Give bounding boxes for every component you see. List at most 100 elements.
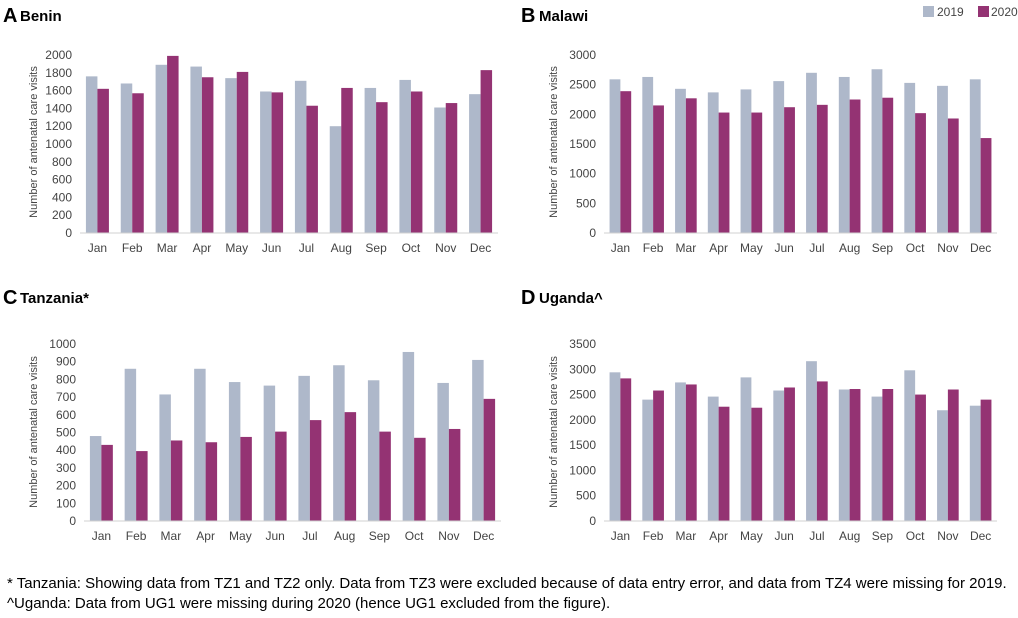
x-tick-label-tanzania: Nov — [438, 529, 459, 543]
plot-uganda: 0 500 1000 1500 2000 2500 3000 3500 Jan Feb Mar Apr… — [569, 337, 997, 543]
bar-tanzania-2020-dec — [483, 398, 496, 521]
bar-tanzania-2020-oct — [414, 437, 426, 521]
x-tick-label-uganda: Apr — [709, 529, 728, 543]
bar-benin-2019-sep — [364, 87, 377, 234]
y-tick-label-benin: 600 — [52, 173, 72, 187]
bar-malawi-2020-jun — [784, 107, 795, 233]
bar-malawi-2020-apr — [718, 112, 730, 233]
bar-tanzania-2019-aug — [333, 365, 345, 521]
x-tick-label-benin: Sep — [365, 241, 387, 255]
bar-tanzania-2019-sep — [367, 380, 380, 521]
y-tick-label-benin: 1200 — [45, 119, 72, 133]
x-tick-label-benin: May — [225, 241, 248, 255]
legend-swatch-2019 — [923, 6, 934, 17]
bar-uganda-2020-apr — [718, 406, 730, 521]
bar-uganda-2020-nov — [947, 389, 959, 521]
x-tick-label-benin: Jan — [88, 241, 107, 255]
y-axis-label-uganda: Number of antenatal care visits — [548, 356, 560, 508]
x-tick-label-tanzania: Feb — [126, 529, 147, 543]
bar-uganda-2019-jan — [609, 372, 621, 521]
y-tick-label-uganda: 2500 — [569, 388, 596, 402]
x-tick-label-uganda: Jul — [809, 529, 824, 543]
x-tick-label-tanzania: Apr — [196, 529, 215, 543]
y-tick-label-tanzania: 600 — [56, 408, 76, 422]
y-tick-label-benin: 0 — [65, 226, 72, 240]
bar-tanzania-2020-apr — [205, 442, 218, 521]
legend-label-2019: 2019 — [937, 5, 964, 19]
bar-tanzania-2019-dec — [472, 359, 484, 521]
panel-title-benin: Benin — [20, 8, 62, 25]
bar-uganda-2019-mar — [675, 382, 686, 521]
bar-tanzania-2020-mar — [170, 440, 183, 521]
bar-benin-2019-dec — [469, 94, 481, 233]
x-tick-label-uganda: Oct — [906, 529, 925, 543]
bar-benin-2020-jul — [306, 105, 318, 233]
y-tick-label-malawi: 500 — [576, 196, 596, 210]
panel-uganda: D Uganda^ Number of antenatal care visit… — [521, 287, 997, 543]
bar-benin-2020-may — [236, 71, 249, 233]
figure: 2019 2020 A Benin Number of antenatal ca… — [3, 5, 1018, 543]
x-tick-label-uganda: Mar — [676, 529, 697, 543]
bar-uganda-2019-feb — [642, 399, 654, 521]
x-tick-label-tanzania: Sep — [369, 529, 391, 543]
x-tick-label-malawi: May — [740, 241, 763, 255]
legend-label-2020: 2020 — [991, 5, 1018, 19]
bar-uganda-2019-nov — [937, 410, 948, 521]
panel-letter-c: C — [3, 287, 17, 309]
x-tick-label-benin: Dec — [470, 241, 491, 255]
bar-benin-2019-jan — [85, 76, 98, 233]
bar-uganda-2020-jan — [620, 378, 632, 521]
bar-malawi-2019-aug — [838, 76, 850, 233]
bar-malawi-2020-nov — [947, 118, 959, 233]
bar-benin-2020-dec — [480, 70, 493, 233]
y-tick-label-benin: 1600 — [45, 84, 72, 98]
y-tick-label-malawi: 3000 — [569, 48, 596, 62]
bar-tanzania-2019-oct — [402, 351, 415, 521]
footnote: * Tanzania: Showing data from TZ1 and TZ… — [7, 575, 1007, 612]
panel-letter-d: D — [521, 287, 535, 309]
y-tick-label-uganda: 1000 — [569, 463, 596, 477]
bar-tanzania-2020-jul — [309, 420, 322, 521]
plot-malawi: 0 500 1000 1500 2000 2500 3000 Jan Feb Mar Apr May J… — [569, 48, 997, 255]
bar-malawi-2019-feb — [642, 76, 654, 233]
bar-benin-2019-oct — [399, 79, 411, 233]
bar-malawi-2020-may — [751, 112, 763, 233]
y-tick-label-malawi: 1000 — [569, 167, 596, 181]
y-tick-label-uganda: 2000 — [569, 413, 596, 427]
y-tick-label-uganda: 0 — [589, 514, 596, 528]
x-tick-label-tanzania: Mar — [161, 529, 182, 543]
y-tick-label-uganda: 1500 — [569, 438, 596, 452]
bar-tanzania-2020-nov — [448, 428, 461, 521]
bar-benin-2020-feb — [132, 93, 144, 234]
y-tick-label-tanzania: 800 — [56, 372, 76, 386]
bar-malawi-2019-may — [740, 89, 752, 233]
bar-benin-2019-jun — [260, 91, 272, 234]
bar-uganda-2020-mar — [685, 384, 697, 521]
panel-benin: A Benin Number of antenatal care visits … — [3, 5, 498, 255]
x-tick-label-tanzania: Aug — [334, 529, 355, 543]
bar-tanzania-2019-nov — [437, 382, 449, 521]
x-tick-label-tanzania: Oct — [405, 529, 424, 543]
panel-malawi: B Malawi Number of antenatal care visits… — [521, 5, 997, 255]
x-tick-label-malawi: Dec — [970, 241, 991, 255]
bar-uganda-2019-sep — [871, 396, 883, 521]
x-tick-label-benin: Oct — [402, 241, 421, 255]
y-tick-label-benin: 800 — [52, 155, 72, 169]
bar-tanzania-2019-may — [228, 382, 241, 521]
bar-uganda-2019-dec — [969, 405, 981, 521]
x-tick-label-benin: Jun — [262, 241, 281, 255]
bar-malawi-2020-jul — [816, 104, 828, 233]
plot-tanzania: 0 100 200 300 400 500 600 700 800 900 1000 Jan Feb Ma… — [49, 337, 501, 543]
y-tick-label-tanzania: 1000 — [49, 337, 76, 351]
x-tick-label-benin: Aug — [331, 241, 352, 255]
bar-tanzania-2019-jan — [89, 436, 102, 521]
bar-benin-2020-aug — [341, 87, 353, 234]
bar-tanzania-2019-jul — [298, 375, 310, 521]
bar-benin-2020-jan — [97, 88, 109, 233]
legend-swatch-2020 — [978, 6, 989, 17]
y-tick-label-tanzania: 200 — [56, 479, 76, 493]
panel-letter-b: B — [521, 5, 535, 27]
bar-malawi-2020-dec — [980, 138, 992, 233]
y-tick-label-benin: 1000 — [45, 137, 72, 151]
x-tick-label-tanzania: Jul — [302, 529, 317, 543]
